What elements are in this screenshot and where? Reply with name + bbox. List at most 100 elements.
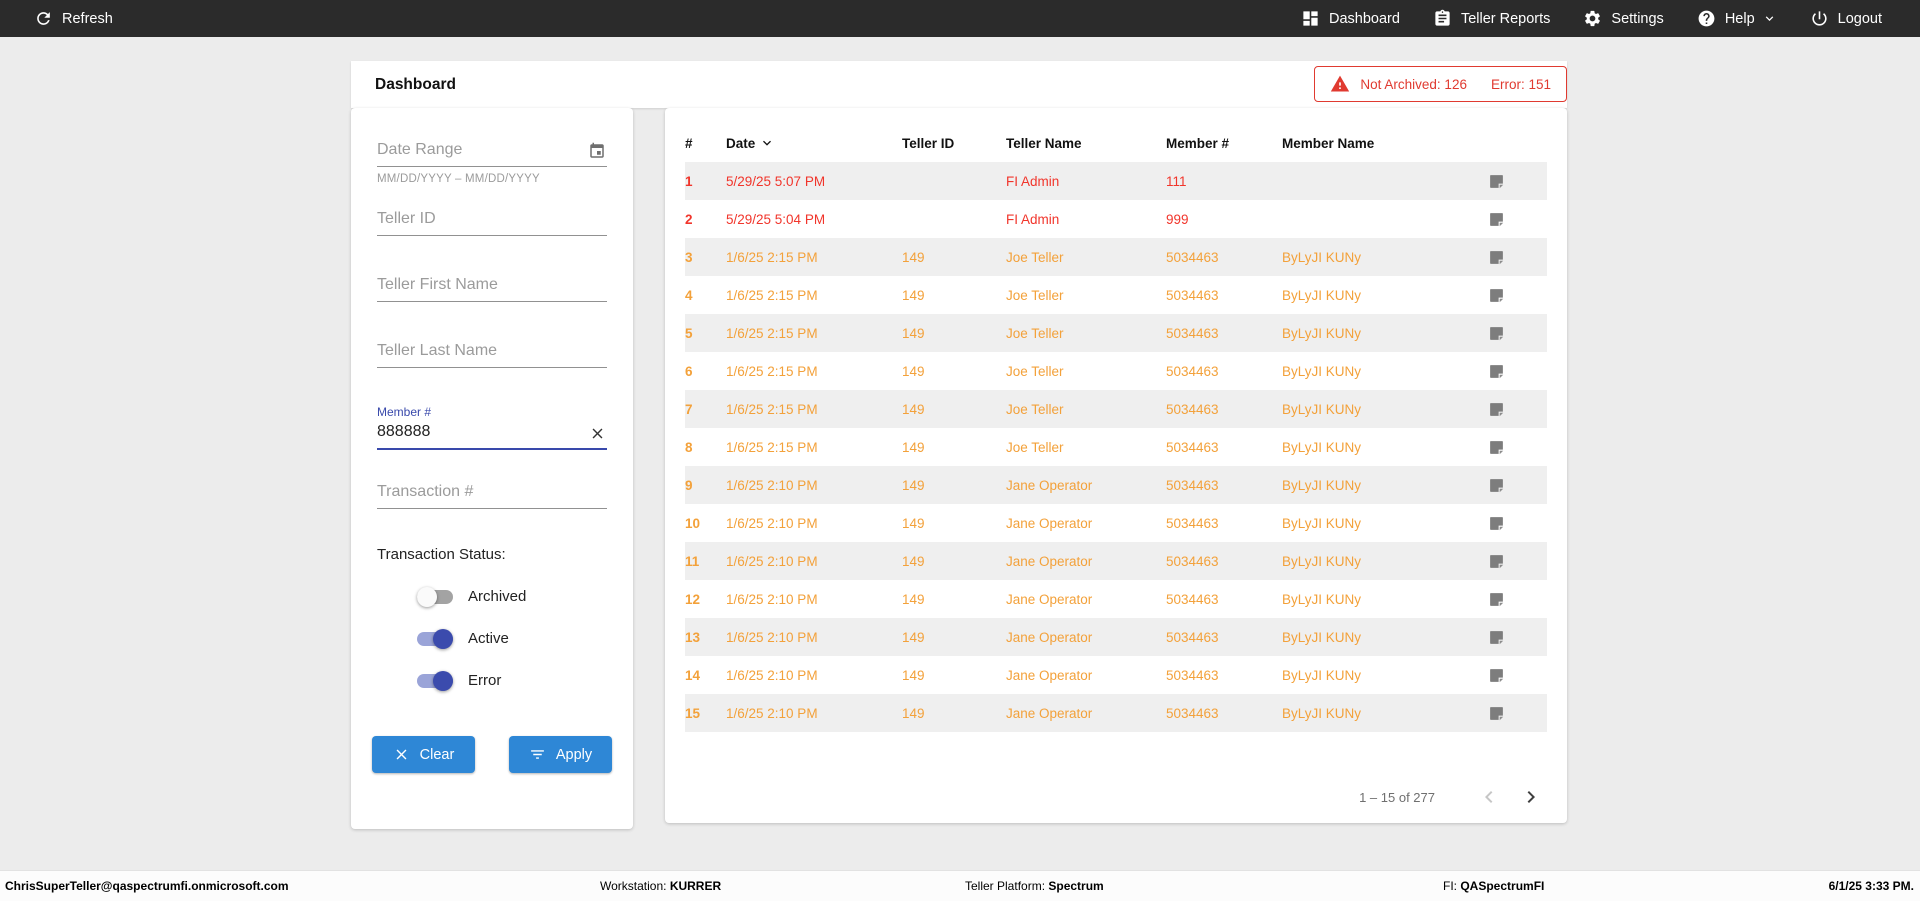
transaction-status-label: Transaction Status: [377, 546, 506, 563]
table-row[interactable]: 5 1/6/25 2:15 PM 149 Joe Teller 5034463 … [685, 314, 1547, 352]
note-icon[interactable] [1486, 477, 1547, 494]
alert-not-archived: Not Archived: 126 [1360, 76, 1467, 92]
active-toggle[interactable] [417, 628, 453, 649]
row-member-name: ByLyJI KUNy [1282, 515, 1362, 531]
error-toggle-label: Error [468, 672, 502, 689]
col-member-name: Member Name [1282, 135, 1375, 151]
note-icon[interactable] [1486, 287, 1547, 304]
note-icon[interactable] [1486, 629, 1547, 646]
nav-teller-reports[interactable]: Teller Reports [1433, 9, 1550, 28]
prev-page-icon[interactable] [1477, 785, 1501, 809]
note-icon[interactable] [1486, 705, 1547, 722]
row-teller-id: 149 [902, 477, 925, 493]
power-icon [1810, 9, 1829, 28]
nav-logout[interactable]: Logout [1810, 9, 1882, 28]
row-teller-name: Joe Teller [1006, 249, 1064, 265]
note-icon[interactable] [1486, 249, 1547, 266]
archived-toggle[interactable] [417, 586, 453, 607]
row-member-name: ByLyJI KUNy [1282, 553, 1362, 569]
row-date: 1/6/25 2:10 PM [726, 705, 818, 721]
date-range-input[interactable] [377, 138, 607, 167]
row-number: 2 [685, 211, 693, 227]
row-member-number: 5034463 [1166, 287, 1219, 303]
row-member-number: 5034463 [1166, 667, 1219, 683]
note-icon[interactable] [1486, 591, 1547, 608]
row-number: 4 [685, 287, 693, 303]
table-row[interactable]: 9 1/6/25 2:10 PM 149 Jane Operator 50344… [685, 466, 1547, 504]
row-member-name: ByLyJI KUNy [1282, 249, 1362, 265]
row-number: 6 [685, 363, 693, 379]
note-icon[interactable] [1486, 363, 1547, 380]
row-teller-name: Jane Operator [1006, 477, 1093, 493]
error-toggle[interactable] [417, 670, 453, 691]
note-icon[interactable] [1486, 325, 1547, 342]
table-row[interactable]: 15 1/6/25 2:10 PM 149 Jane Operator 5034… [685, 694, 1547, 732]
table-row[interactable]: 12 1/6/25 2:10 PM 149 Jane Operator 5034… [685, 580, 1547, 618]
calendar-icon[interactable] [588, 142, 606, 160]
note-icon[interactable] [1486, 173, 1547, 190]
table-row[interactable]: 10 1/6/25 2:10 PM 149 Jane Operator 5034… [685, 504, 1547, 542]
row-teller-id: 149 [902, 667, 925, 683]
col-teller-name: Teller Name [1006, 135, 1082, 151]
toggle-row-active: Active [417, 625, 607, 652]
row-date: 1/6/25 2:15 PM [726, 401, 818, 417]
nav-settings[interactable]: Settings [1583, 9, 1664, 28]
next-page-icon[interactable] [1519, 785, 1543, 809]
table-row[interactable]: 8 1/6/25 2:15 PM 149 Joe Teller 5034463 … [685, 428, 1547, 466]
note-icon[interactable] [1486, 667, 1547, 684]
row-member-name: ByLyJI KUNy [1282, 477, 1362, 493]
note-icon[interactable] [1486, 515, 1547, 532]
row-teller-name: Jane Operator [1006, 553, 1093, 569]
table-row[interactable]: 2 5/29/25 5:04 PM FI Admin 999 [685, 200, 1547, 238]
note-icon[interactable] [1486, 211, 1547, 228]
note-icon[interactable] [1486, 553, 1547, 570]
row-teller-id: 149 [902, 287, 925, 303]
clear-button[interactable]: Clear [372, 736, 475, 773]
filter-actions: Clear Apply [372, 736, 612, 773]
refresh-label: Refresh [62, 10, 113, 27]
member-number-field: Member # [377, 405, 607, 450]
apply-button[interactable]: Apply [509, 736, 612, 773]
row-member-number: 5034463 [1166, 477, 1219, 493]
archive-error-alert[interactable]: Not Archived: 126 Error: 151 [1314, 66, 1567, 102]
row-teller-id: 149 [902, 591, 925, 607]
apply-button-label: Apply [555, 746, 593, 763]
row-teller-name: Joe Teller [1006, 363, 1064, 379]
row-teller-name: Jane Operator [1006, 667, 1093, 683]
archived-toggle-label: Archived [468, 588, 527, 605]
table-row[interactable]: 7 1/6/25 2:15 PM 149 Joe Teller 5034463 … [685, 390, 1547, 428]
table-body: 1 5/29/25 5:07 PM FI Admin 111 2 5/29/25… [685, 162, 1547, 732]
row-teller-id: 149 [902, 363, 925, 379]
row-teller-id: 149 [902, 401, 925, 417]
row-teller-name: Joe Teller [1006, 439, 1064, 455]
table-row[interactable]: 13 1/6/25 2:10 PM 149 Jane Operator 5034… [685, 618, 1547, 656]
table-row[interactable]: 14 1/6/25 2:10 PM 149 Jane Operator 5034… [685, 656, 1547, 694]
member-number-input[interactable] [377, 420, 607, 450]
clear-field-icon[interactable] [589, 425, 606, 442]
clipboard-icon [1433, 9, 1452, 28]
table-row[interactable]: 6 1/6/25 2:15 PM 149 Joe Teller 5034463 … [685, 352, 1547, 390]
transaction-number-input[interactable] [377, 480, 607, 509]
row-member-name: ByLyJI KUNy [1282, 629, 1362, 645]
row-number: 11 [685, 553, 700, 569]
table-row[interactable]: 11 1/6/25 2:10 PM 149 Jane Operator 5034… [685, 542, 1547, 580]
nav-dashboard[interactable]: Dashboard [1301, 9, 1400, 28]
refresh-button[interactable]: Refresh [34, 9, 113, 28]
note-icon[interactable] [1486, 439, 1547, 456]
col-date[interactable]: Date [726, 135, 902, 151]
nav-help[interactable]: Help [1697, 9, 1777, 28]
row-member-name: ByLyJI KUNy [1282, 591, 1362, 607]
transactions-table-panel: # Date Teller ID Teller Name Member # Me… [665, 108, 1567, 823]
teller-last-name-input[interactable] [377, 339, 607, 368]
table-row[interactable]: 1 5/29/25 5:07 PM FI Admin 111 [685, 162, 1547, 200]
row-teller-name: Joe Teller [1006, 287, 1064, 303]
col-teller-id: Teller ID [902, 135, 955, 151]
row-teller-id: 149 [902, 705, 925, 721]
transaction-number-field [377, 480, 607, 509]
teller-id-input[interactable] [377, 207, 607, 236]
note-icon[interactable] [1486, 401, 1547, 418]
table-row[interactable]: 3 1/6/25 2:15 PM 149 Joe Teller 5034463 … [685, 238, 1547, 276]
table-row[interactable]: 4 1/6/25 2:15 PM 149 Joe Teller 5034463 … [685, 276, 1547, 314]
teller-first-name-input[interactable] [377, 273, 607, 302]
toggle-row-error: Error [417, 667, 607, 694]
